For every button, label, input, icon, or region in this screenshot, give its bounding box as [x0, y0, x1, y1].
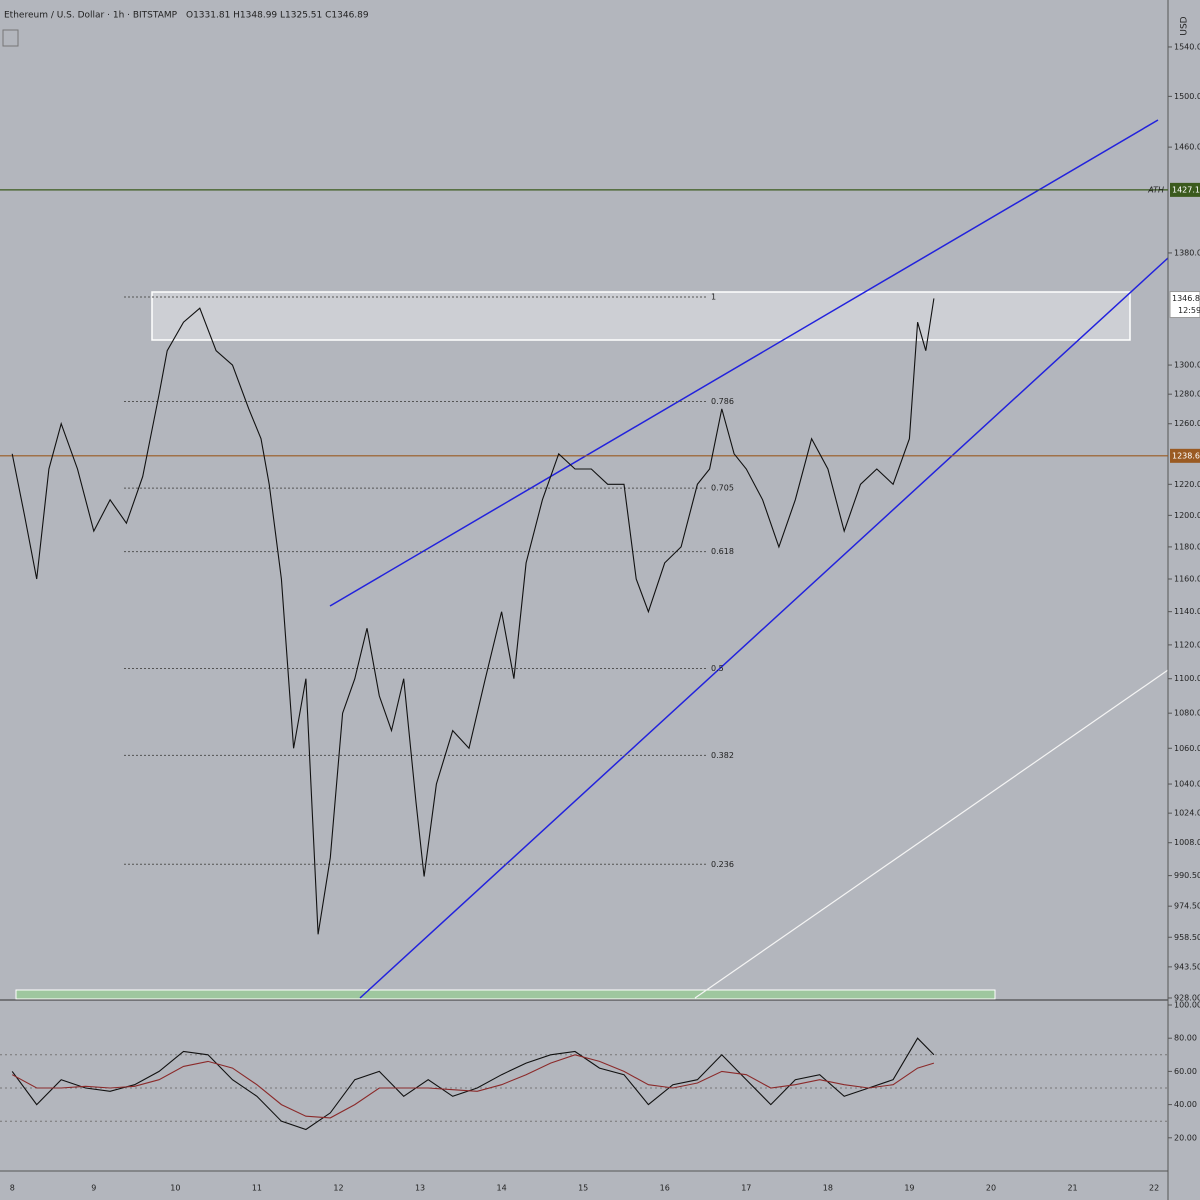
fib-label: 0.786	[711, 397, 734, 406]
y-tick-label: 1120.00	[1174, 640, 1200, 649]
y-tick-label: 1080.00	[1174, 709, 1200, 718]
y-tick-label: 943.50	[1174, 962, 1200, 971]
fib-label: 0.705	[711, 484, 734, 493]
fib-label: 0.618	[711, 547, 734, 556]
price-line	[11, 1037, 935, 1131]
fib-label: 0.236	[711, 860, 734, 869]
resistance-zone	[151, 291, 1131, 341]
collapse-button[interactable]	[2, 29, 19, 47]
price-line	[11, 1054, 935, 1119]
x-tick-label: 9	[91, 1184, 96, 1193]
currency: USD	[1180, 16, 1190, 35]
y-tick-label: 1260.00	[1174, 419, 1200, 428]
x-tick-label: 8	[10, 1184, 15, 1193]
price-level-box	[1170, 182, 1200, 197]
price-level-box	[1170, 448, 1200, 463]
y-tick-label: 1380.00	[1174, 248, 1200, 257]
y-tick-label: 1008.00	[1174, 838, 1200, 847]
countdown: 12:59	[1178, 306, 1200, 315]
x-tick-label: 20	[986, 1184, 996, 1193]
ohlc: O1331.81 H1348.99 L1325.51 C1346.89	[186, 11, 369, 21]
last-price-label: 1346.89	[1172, 294, 1200, 303]
x-tick-label: 17	[741, 1184, 751, 1193]
x-tick-label: 14	[497, 1184, 507, 1193]
fib-label: 1	[711, 292, 716, 301]
x-tick-label: 13	[415, 1184, 425, 1193]
y-tick-label: 80.00	[1174, 1034, 1197, 1043]
trendline	[694, 669, 1169, 999]
y-tick-label: 1220.00	[1174, 480, 1200, 489]
x-tick-label: 16	[660, 1184, 670, 1193]
price-line	[11, 298, 935, 935]
y-tick-label: 1180.00	[1174, 542, 1200, 551]
x-tick-label: 22	[1149, 1184, 1159, 1193]
fib-label: 0.5	[711, 664, 724, 673]
y-tick-label: 1140.00	[1174, 607, 1200, 616]
y-tick-label: 1040.00	[1174, 780, 1200, 789]
y-tick-label: 1500.00	[1174, 92, 1200, 101]
x-tick-label: 21	[1067, 1184, 1077, 1193]
trendline	[329, 119, 1159, 607]
x-tick-label: 10	[170, 1184, 180, 1193]
x-tick-label: 11	[252, 1184, 262, 1193]
y-tick-label: 1160.00	[1174, 575, 1200, 584]
x-tick-label: 15	[578, 1184, 588, 1193]
support-zone	[15, 989, 996, 1000]
y-tick-label: 40.00	[1174, 1100, 1197, 1109]
y-tick-label: 928.00	[1174, 993, 1200, 1002]
y-tick-label: 60.00	[1174, 1067, 1197, 1076]
y-tick-label: 1100.00	[1174, 674, 1200, 683]
last-price-box	[1169, 291, 1200, 319]
y-tick-label: 974.50	[1174, 902, 1200, 911]
x-tick-label: 19	[904, 1184, 914, 1193]
price-level-label: 1427.13	[1172, 185, 1200, 194]
y-tick-label: 1060.00	[1174, 744, 1200, 753]
price-level-label: 1238.65	[1172, 451, 1200, 460]
y-tick-label: 958.50	[1174, 933, 1200, 942]
fib-label: 0.382	[711, 751, 734, 760]
y-tick-label: 990.50	[1174, 871, 1200, 880]
y-tick-label: 1300.00	[1174, 361, 1200, 370]
y-tick-label: 1200.00	[1174, 511, 1200, 520]
y-tick-label: 20.00	[1174, 1133, 1197, 1142]
y-tick-label: 1024.00	[1174, 809, 1200, 818]
y-tick-label: 1540.00	[1174, 42, 1200, 51]
y-tick-label: 1280.00	[1174, 390, 1200, 399]
y-tick-label: 1460.00	[1174, 143, 1200, 152]
y-tick-label: 100.00	[1174, 1001, 1200, 1010]
price-level-tag: ATH	[1147, 185, 1164, 194]
x-tick-label: 12	[333, 1184, 343, 1193]
symbol-title: Ethereum / U.S. Dollar · 1h · BITSTAMP	[4, 11, 178, 21]
x-tick-label: 18	[823, 1184, 833, 1193]
trendline	[359, 257, 1169, 999]
